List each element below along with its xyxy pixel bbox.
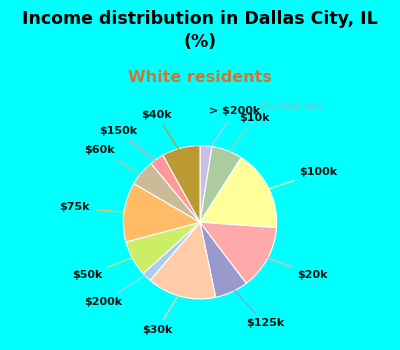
Text: $20k: $20k [262,256,328,280]
Wedge shape [200,222,276,284]
Text: $200k: $200k [84,272,150,307]
Wedge shape [200,146,212,222]
Text: $50k: $50k [72,256,138,280]
Text: > $200k: > $200k [207,106,260,153]
Text: $10k: $10k [226,113,270,157]
Text: White residents: White residents [128,70,272,85]
Text: $125k: $125k [230,286,284,328]
Text: $30k: $30k [142,290,182,335]
Wedge shape [200,147,241,222]
Text: $60k: $60k [84,146,146,177]
Text: $100k: $100k [263,167,338,191]
Text: $40k: $40k [142,110,182,155]
Text: $75k: $75k [59,202,130,213]
Wedge shape [126,222,200,274]
Wedge shape [200,222,246,297]
Text: $150k: $150k [99,126,160,165]
Wedge shape [163,146,200,222]
Wedge shape [134,163,200,222]
Text: Income distribution in Dallas City, IL
(%): Income distribution in Dallas City, IL (… [22,10,378,51]
Wedge shape [150,222,216,299]
Wedge shape [143,222,200,280]
Text: City-Data.com: City-Data.com [259,102,323,111]
Wedge shape [123,184,200,242]
Wedge shape [200,158,277,228]
Wedge shape [151,155,200,222]
